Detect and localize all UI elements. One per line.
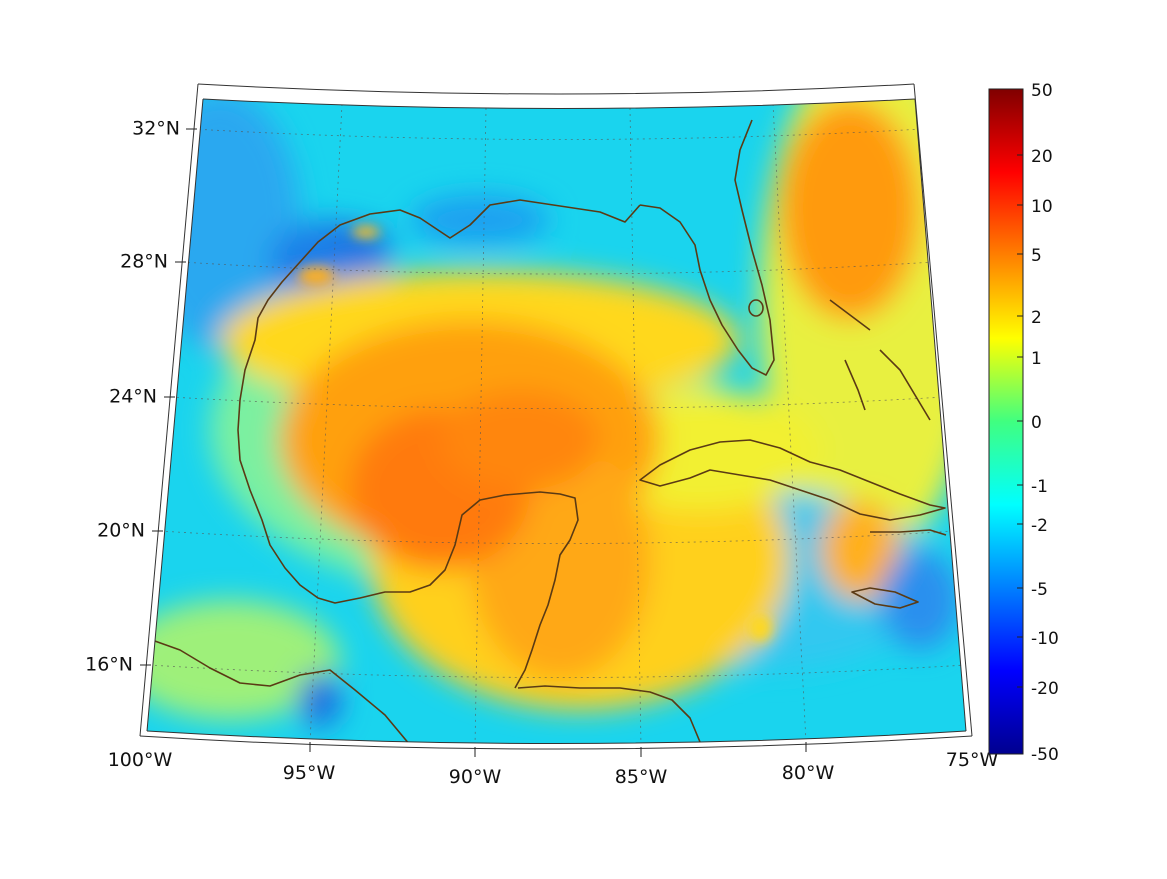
- colorbar-label: 50: [1031, 81, 1053, 101]
- colorbar-label: -2: [1031, 516, 1048, 536]
- colorbar-label: -10: [1031, 629, 1059, 649]
- lon-label-100w: 100°W: [108, 749, 173, 771]
- colorbar-label: 1: [1031, 349, 1042, 369]
- lon-label-85w: 85°W: [615, 766, 668, 788]
- lon-label-80w: 80°W: [782, 762, 835, 784]
- graticule: [148, 103, 966, 744]
- colorbar-labels: 50 20 10 5 2 1 0 -1 -2 -5 -10 -20 -50: [1031, 81, 1059, 765]
- map-field: [147, 99, 966, 744]
- map-frame: [139, 83, 973, 750]
- colorbar: 50 20 10 5 2 1 0 -1 -2 -5 -10 -20 -50: [988, 81, 1059, 765]
- colorbar-label: 0: [1031, 413, 1042, 433]
- lon-labels: 100°W 95°W 90°W 85°W 80°W 75°W: [108, 749, 999, 788]
- lat-label-24n: 24°N: [109, 386, 157, 408]
- colorbar-label: 20: [1031, 147, 1053, 167]
- colorbar-label: 10: [1031, 197, 1053, 217]
- colorbar-label: 2: [1031, 308, 1042, 328]
- colorbar-label: -1: [1031, 477, 1048, 497]
- lat-label-20n: 20°N: [97, 520, 145, 542]
- lon-label-90w: 90°W: [449, 766, 502, 788]
- lat-ticks: [140, 128, 197, 666]
- lon-ticks: [309, 742, 807, 757]
- lat-label-16n: 16°N: [85, 654, 133, 676]
- colorbar-label: -20: [1031, 679, 1059, 699]
- colorbar-label: -5: [1031, 580, 1048, 600]
- lon-label-75w: 75°W: [946, 749, 999, 771]
- colorbar-label: -50: [1031, 745, 1059, 765]
- colorbar-ticks: [1017, 154, 1023, 688]
- lon-label-95w: 95°W: [283, 762, 336, 784]
- lat-labels: 32°N 28°N 24°N 20°N 16°N: [85, 118, 180, 676]
- colorbar-label: 5: [1031, 246, 1042, 266]
- coastlines: [151, 119, 947, 744]
- lat-label-32n: 32°N: [132, 118, 180, 140]
- lat-label-28n: 28°N: [120, 251, 168, 273]
